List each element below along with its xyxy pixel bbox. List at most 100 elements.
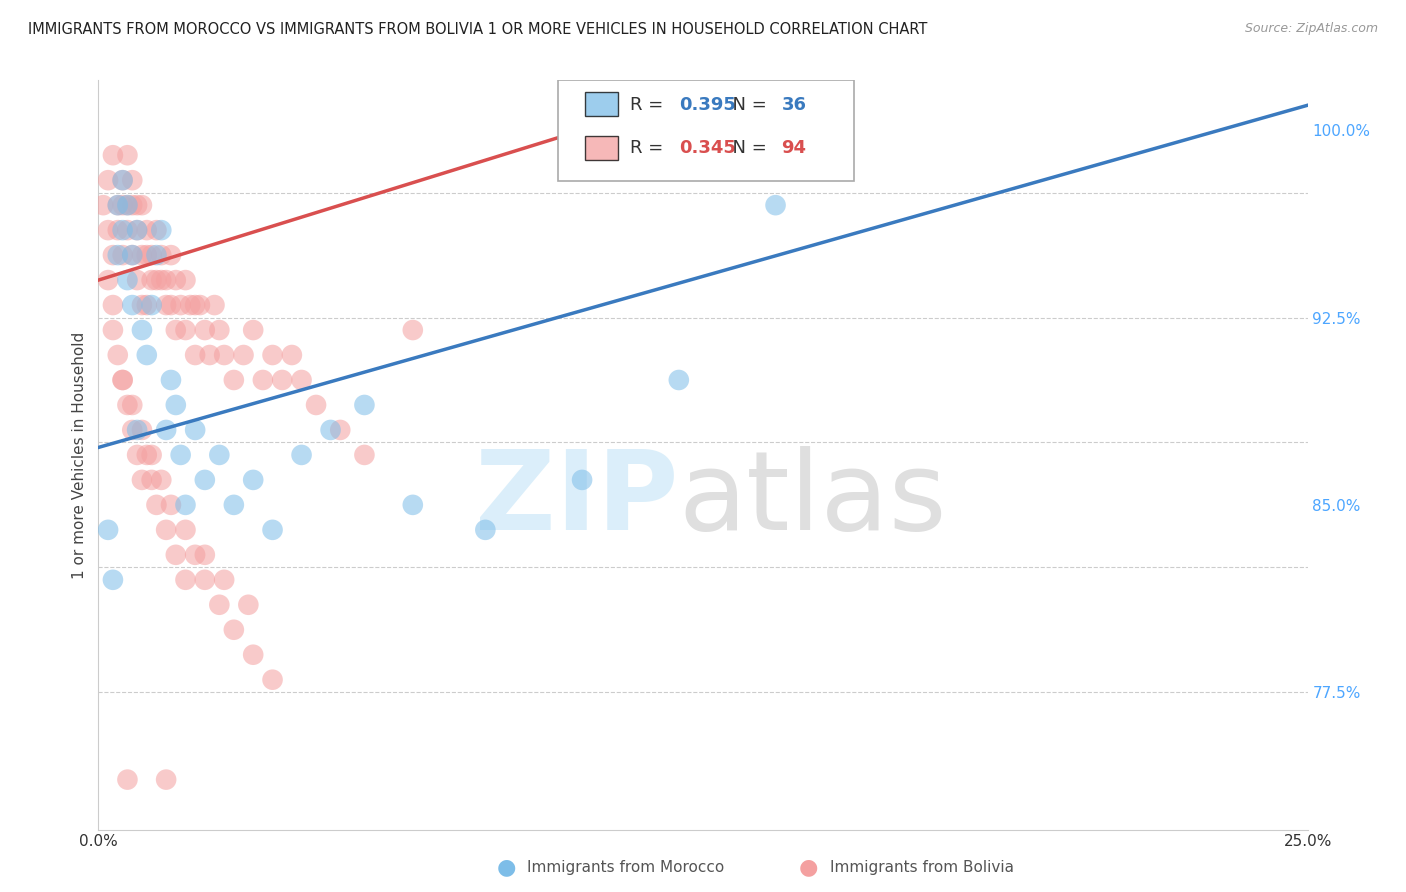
Point: [252, 373, 274, 387]
Point: [155, 772, 177, 787]
Point: [91, 198, 114, 212]
Point: [107, 198, 129, 212]
Point: [117, 398, 139, 412]
Point: [174, 523, 197, 537]
Point: [281, 348, 304, 362]
Point: [238, 598, 260, 612]
Point: [121, 398, 143, 412]
Point: [242, 473, 264, 487]
Point: [290, 448, 312, 462]
Point: [204, 298, 226, 312]
Point: [121, 198, 143, 212]
Point: [121, 423, 143, 437]
Point: [127, 223, 149, 237]
Point: [101, 573, 124, 587]
FancyBboxPatch shape: [585, 92, 619, 116]
Point: [262, 348, 284, 362]
Point: [101, 323, 124, 337]
Text: Immigrants from Morocco: Immigrants from Morocco: [527, 860, 724, 874]
Point: [474, 523, 496, 537]
Point: [305, 398, 328, 412]
Text: 36: 36: [782, 96, 807, 114]
Text: N =: N =: [721, 96, 773, 114]
Point: [121, 248, 143, 262]
Point: [127, 198, 149, 212]
Point: [131, 298, 153, 312]
Point: [150, 248, 173, 262]
Point: [212, 573, 235, 587]
Point: [135, 448, 157, 462]
Point: [353, 398, 375, 412]
Point: [402, 498, 425, 512]
Point: [111, 173, 134, 187]
Point: [262, 523, 284, 537]
Point: [160, 248, 183, 262]
Point: [169, 448, 191, 462]
Point: [208, 448, 231, 462]
Point: [131, 423, 153, 437]
Point: [101, 298, 124, 312]
Text: IMMIGRANTS FROM MOROCCO VS IMMIGRANTS FROM BOLIVIA 1 OR MORE VEHICLES IN HOUSEHO: IMMIGRANTS FROM MOROCCO VS IMMIGRANTS FR…: [28, 22, 928, 37]
Point: [127, 273, 149, 287]
Point: [155, 523, 177, 537]
Point: [111, 373, 134, 387]
Point: [145, 223, 167, 237]
Point: [111, 248, 134, 262]
Point: [107, 198, 129, 212]
Point: [174, 573, 197, 587]
Text: R =: R =: [630, 139, 669, 158]
Point: [141, 298, 163, 312]
Point: [165, 273, 187, 287]
Point: [101, 148, 124, 162]
Point: [135, 223, 157, 237]
Text: R =: R =: [630, 96, 669, 114]
Text: ●: ●: [496, 857, 516, 877]
Point: [111, 223, 134, 237]
Point: [353, 448, 375, 462]
Point: [117, 198, 139, 212]
Text: Source: ZipAtlas.com: Source: ZipAtlas.com: [1244, 22, 1378, 36]
Point: [111, 373, 134, 387]
Point: [150, 473, 173, 487]
Point: [160, 298, 183, 312]
Point: [165, 398, 187, 412]
Point: [121, 248, 143, 262]
Point: [184, 423, 207, 437]
Point: [135, 248, 157, 262]
Y-axis label: 1 or more Vehicles in Household: 1 or more Vehicles in Household: [72, 331, 87, 579]
Point: [150, 223, 173, 237]
Point: [262, 673, 284, 687]
Point: [111, 198, 134, 212]
Point: [127, 423, 149, 437]
Point: [194, 323, 217, 337]
Point: [179, 298, 201, 312]
Point: [222, 373, 245, 387]
Point: [145, 498, 167, 512]
Point: [184, 548, 207, 562]
Point: [111, 173, 134, 187]
Point: [212, 348, 235, 362]
Text: 0.345: 0.345: [679, 139, 735, 158]
Point: [208, 598, 231, 612]
Point: [194, 548, 217, 562]
Point: [135, 298, 157, 312]
Point: [121, 173, 143, 187]
Text: 0.395: 0.395: [679, 96, 735, 114]
Point: [117, 223, 139, 237]
Point: [97, 173, 120, 187]
Point: [141, 273, 163, 287]
Point: [97, 273, 120, 287]
Point: [765, 198, 787, 212]
Point: [141, 473, 163, 487]
Point: [174, 498, 197, 512]
Point: [121, 298, 143, 312]
Point: [131, 248, 153, 262]
Point: [107, 348, 129, 362]
Point: [232, 348, 254, 362]
Point: [97, 223, 120, 237]
Point: [271, 373, 294, 387]
Point: [402, 323, 425, 337]
Point: [141, 448, 163, 462]
FancyBboxPatch shape: [585, 136, 619, 160]
Point: [131, 323, 153, 337]
